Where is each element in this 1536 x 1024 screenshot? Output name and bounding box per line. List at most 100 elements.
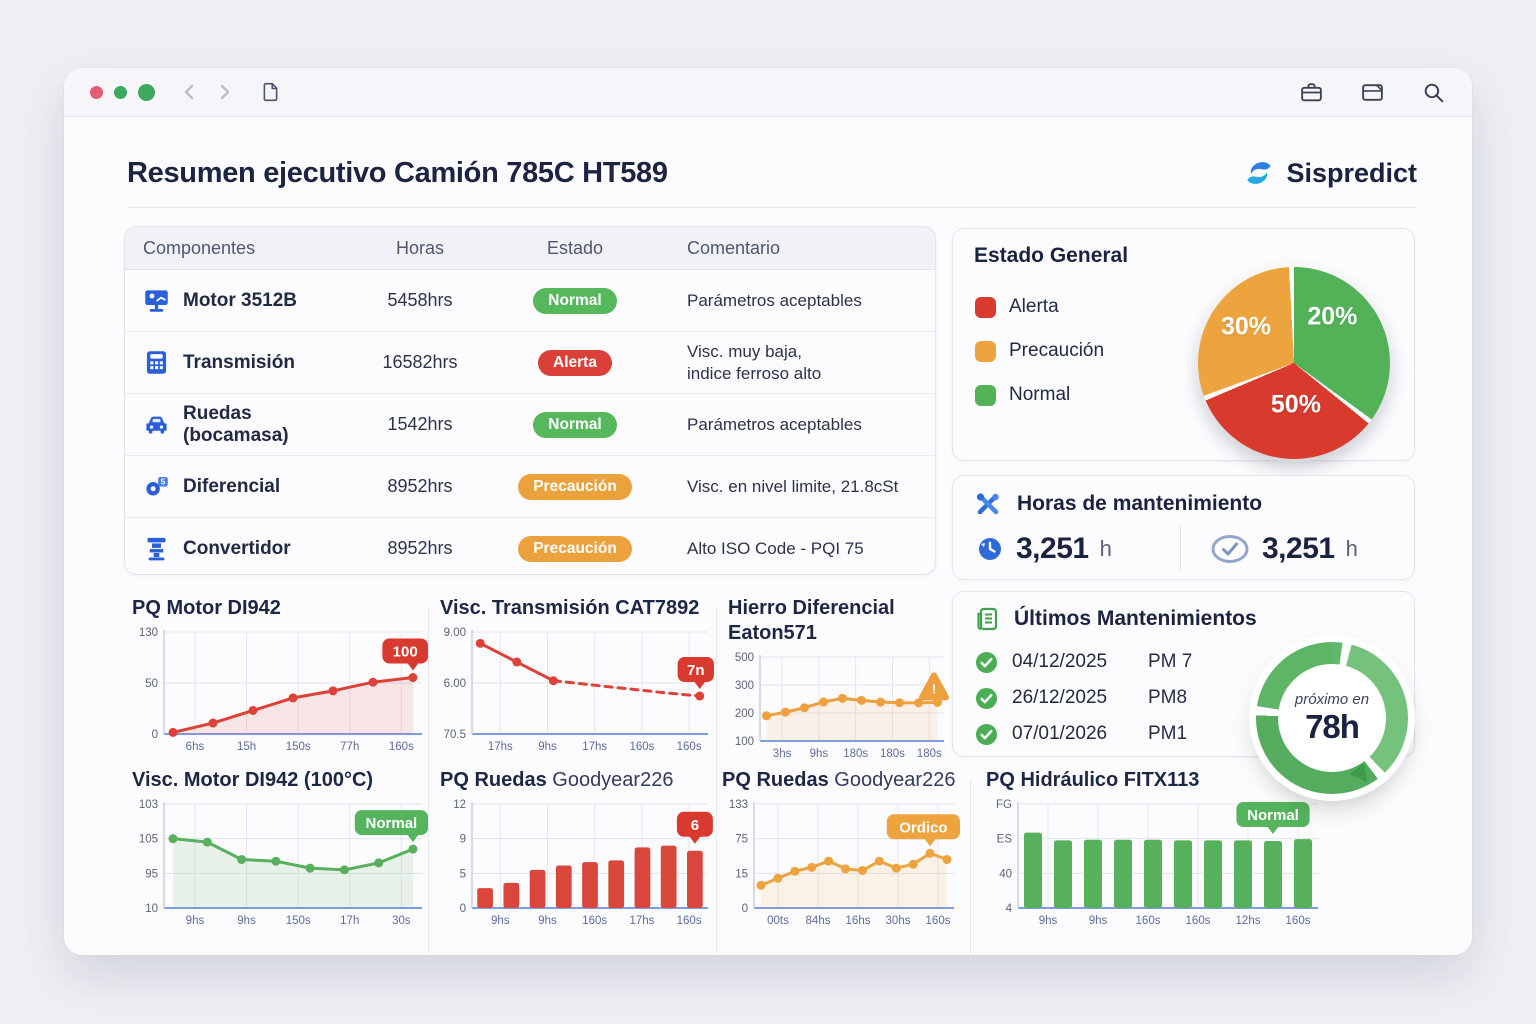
legend-label: Alerta xyxy=(1009,296,1059,317)
component-comment: Parámetros aceptables xyxy=(687,290,862,310)
chart-divider xyxy=(970,780,971,956)
component-name: Transmisión xyxy=(183,351,295,373)
layout-window-icon[interactable] xyxy=(1360,80,1385,105)
forward-icon[interactable] xyxy=(214,82,234,102)
pie-slice-label: 20% xyxy=(1307,302,1358,331)
svg-text:5: 5 xyxy=(161,477,166,487)
svg-text:150s: 150s xyxy=(286,741,311,753)
legend-swatch-icon xyxy=(975,340,996,362)
chart-pq-hidraulico-fitx113: PQ Hidráulico FITX113 9hs 9hs 160s 160s 12hs 1… xyxy=(984,768,1326,933)
svg-text:300: 300 xyxy=(735,680,754,692)
maintenance-date: 07/01/2026 xyxy=(1012,723,1108,744)
transmission-icon xyxy=(143,349,170,376)
check-circle-icon xyxy=(975,723,998,746)
svg-text:150s: 150s xyxy=(286,915,311,927)
svg-text:130: 130 xyxy=(139,627,158,639)
briefcase-icon[interactable] xyxy=(1299,80,1324,105)
component-comment: Parámetros aceptables xyxy=(687,414,862,434)
col-header-componentes: Componentes xyxy=(143,237,256,258)
page-title: Resumen ejecutivo Camión 785C HT589 xyxy=(127,156,668,189)
svg-text:30hs: 30hs xyxy=(886,915,911,927)
maintenance-item: 04/12/2025 PM 7 xyxy=(975,644,1398,680)
svg-text:17hs: 17hs xyxy=(488,741,513,753)
component-hours: 1542hrs xyxy=(387,414,453,434)
maintenance-hours-stat: 3,251 h xyxy=(953,526,1180,571)
legend-label: Normal xyxy=(1009,384,1071,405)
traffic-light-zoom-button[interactable] xyxy=(138,83,155,101)
document-icon[interactable] xyxy=(260,81,281,103)
components-table: Componentes Horas Estado Comentario Moto… xyxy=(124,226,936,575)
svg-text:160s: 160s xyxy=(1186,915,1211,927)
brand-name: Sispredict xyxy=(1286,157,1417,188)
svg-text:70.5: 70.5 xyxy=(444,729,466,741)
svg-text:Ordico: Ordico xyxy=(899,819,947,836)
component-comment: Visc. en nivel limite, 21.8cSt xyxy=(687,476,899,496)
app-window: Resumen ejecutivo Camión 785C HT589 Sisp… xyxy=(64,68,1472,956)
svg-text:9hs: 9hs xyxy=(538,915,557,927)
col-header-estado: Estado xyxy=(546,237,604,258)
table-row[interactable]: Motor 3512B 5458hrs Normal Parámetros acept… xyxy=(125,270,935,332)
svg-text:200: 200 xyxy=(735,708,754,720)
estado-general-card: Estado General Alerta Precaución Normal 20… xyxy=(952,228,1415,461)
svg-text:160s: 160s xyxy=(1136,915,1161,927)
motor-icon xyxy=(143,287,170,314)
traffic-light-close-button[interactable] xyxy=(90,85,103,99)
component-comment: Visc. muy baja, indice ferroso alto xyxy=(687,342,822,383)
svg-text:FG: FG xyxy=(996,799,1012,811)
wheels-icon xyxy=(143,411,170,438)
chart-pq-ruedas-goodyear226-line: PQ Ruedas Goodyear226 00ts 84hs 16hs 30hs 160… xyxy=(720,768,962,933)
chart-pq-motor-di942: PQ Motor DI942 6hs 15h 150s 77h 160s 130 50 0 100 xyxy=(130,596,430,759)
svg-text:105: 105 xyxy=(139,834,158,846)
table-row[interactable]: Ruedas (bocamasa) 1542hrs Normal Parámetros… xyxy=(125,394,935,456)
chart-title: PQ Ruedas xyxy=(440,769,547,791)
svg-text:9hs: 9hs xyxy=(1089,915,1108,927)
maintenance-hours-stat: 3,251 h xyxy=(1180,526,1414,571)
maintenance-date: 04/12/2025 xyxy=(1012,651,1108,672)
svg-text:9: 9 xyxy=(460,834,466,846)
svg-text:9hs: 9hs xyxy=(491,915,510,927)
svg-text:75: 75 xyxy=(735,834,748,846)
search-icon[interactable] xyxy=(1421,80,1446,105)
chart-divider xyxy=(716,608,717,956)
svg-text:40: 40 xyxy=(999,868,1012,880)
differential-icon: 5 xyxy=(143,473,170,500)
svg-text:17h: 17h xyxy=(340,915,359,927)
status-pill: Precaución xyxy=(518,473,632,500)
chart-pq-ruedas-goodyear226-bars: PQ Ruedas Goodyear226 9hs 9hs 160s 17hs 160s 1… xyxy=(438,768,716,933)
maintenance-date: 26/12/2025 xyxy=(1012,687,1108,708)
estado-legend: Alerta Precaución Normal xyxy=(975,285,1104,417)
col-header-horas: Horas xyxy=(395,237,444,258)
back-icon[interactable] xyxy=(180,82,200,102)
table-row[interactable]: 5 Diferencial 8952hrs Precaución Visc. en ni… xyxy=(125,456,935,518)
maintenance-code: PM1 xyxy=(1148,723,1188,744)
svg-text:9.00: 9.00 xyxy=(444,627,466,639)
table-row[interactable]: Transmisión 16582hrs Alerta Visc. muy baja,… xyxy=(125,332,935,394)
col-header-comentario: Comentario xyxy=(687,237,781,258)
table-row[interactable]: Convertidor 8952hrs Precaución Alto ISO Cod… xyxy=(125,518,935,574)
legend-item: Alerta xyxy=(975,285,1104,329)
chart-title: Visc. Motor DI942 (100°C) xyxy=(132,769,374,791)
svg-text:4: 4 xyxy=(1006,903,1013,915)
check-oval-icon xyxy=(1209,533,1251,565)
status-pill: Alerta xyxy=(538,349,612,376)
component-comment: Alto ISO Code - PQI 75 xyxy=(687,538,864,558)
svg-text:Normal: Normal xyxy=(366,815,418,832)
svg-text:17hs: 17hs xyxy=(582,741,607,753)
sispredict-logo-icon xyxy=(1241,155,1277,191)
header-divider xyxy=(127,207,1417,208)
svg-text:160s: 160s xyxy=(926,915,951,927)
converter-icon xyxy=(143,535,170,562)
svg-text:100: 100 xyxy=(393,644,418,661)
svg-text:00ts: 00ts xyxy=(767,915,789,927)
traffic-light-minimize-button[interactable] xyxy=(114,85,127,99)
svg-text:180s: 180s xyxy=(917,748,942,760)
check-circle-icon xyxy=(975,651,998,674)
chart-divider xyxy=(428,608,429,956)
next-maintenance-donut: próximo en 78h xyxy=(1256,642,1408,794)
svg-text:160s: 160s xyxy=(582,915,607,927)
svg-text:Normal: Normal xyxy=(1247,807,1299,824)
svg-text:10: 10 xyxy=(145,903,158,915)
svg-text:6.00: 6.00 xyxy=(444,678,466,690)
svg-text:100: 100 xyxy=(735,736,754,748)
estado-pie-chart: 20% 50% 30% xyxy=(1198,267,1390,459)
